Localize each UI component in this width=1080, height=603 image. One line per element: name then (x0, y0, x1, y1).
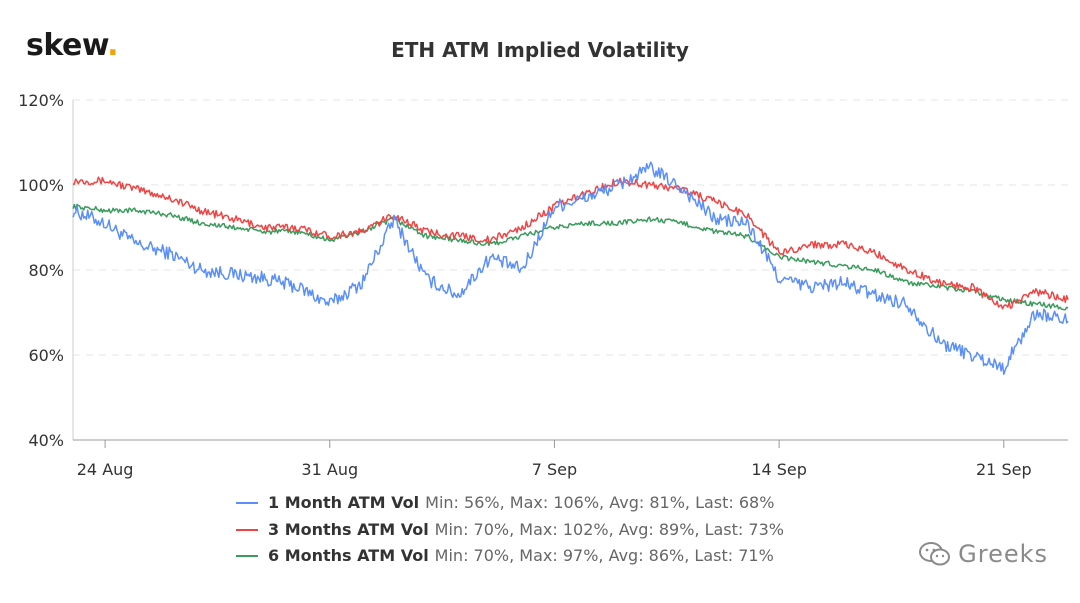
legend-series-stats: Min: 70%, Max: 102%, Avg: 89%, Last: 73% (434, 519, 784, 539)
legend: 1 Month ATM Vol Min: 56%, Max: 106%, Avg… (236, 490, 784, 570)
legend-series-stats: Min: 56%, Max: 106%, Avg: 81%, Last: 68% (425, 493, 775, 512)
x-tick-label: 7 Sep (532, 460, 577, 479)
legend-series-stats: Min: 70%, Max: 97%, Avg: 86%, Last: 71% (434, 546, 774, 565)
chart-title: ETH ATM Implied Volatility (391, 38, 689, 62)
legend-series-name: 6 Months ATM Vol (268, 546, 429, 565)
series-1m-line (72, 161, 1069, 376)
x-tick-label: 14 Sep (751, 460, 807, 479)
x-tick-label: 24 Aug (77, 460, 134, 479)
brand-name: skew (26, 28, 108, 63)
y-tick-label: 120% (18, 91, 64, 110)
x-tick-label: 21 Sep (976, 460, 1032, 479)
watermark-text: Greeks (958, 540, 1048, 568)
y-tick-label: 60% (28, 346, 64, 365)
legend-swatch-1m (236, 502, 258, 505)
legend-swatch-3m (236, 528, 258, 531)
legend-series-name: 1 Month ATM Vol (268, 493, 420, 512)
brand-logo: skew. (26, 28, 119, 63)
legend-item-1m[interactable]: 1 Month ATM Vol Min: 56%, Max: 106%, Avg… (236, 490, 784, 517)
brand-dot: . (107, 28, 119, 63)
y-tick-label: 100% (18, 176, 64, 195)
series-6m-line (72, 203, 1069, 311)
x-tick-label: 31 Aug (301, 460, 358, 479)
series-3m-line (72, 176, 1069, 310)
wechat-icon (919, 542, 951, 566)
legend-item-3m[interactable]: 3 Months ATM Vol Min: 70%, Max: 102%, Av… (236, 517, 784, 544)
axes: 40% 60% 80% 100% 120% 24 Aug 31 Aug 7 Sep 14 Sep… (18, 91, 1068, 479)
legend-series-name: 3 Months ATM Vol (268, 519, 429, 539)
y-tick-label: 40% (28, 431, 64, 450)
legend-item-6m[interactable]: 6 Months ATM Vol Min: 70%, Max: 97%, Avg… (236, 543, 784, 570)
watermark: Greeks (918, 540, 1048, 568)
y-tick-label: 80% (28, 261, 64, 280)
legend-swatch-6m (236, 555, 258, 558)
series-lines (72, 161, 1069, 376)
grid-lines (73, 99, 1068, 441)
